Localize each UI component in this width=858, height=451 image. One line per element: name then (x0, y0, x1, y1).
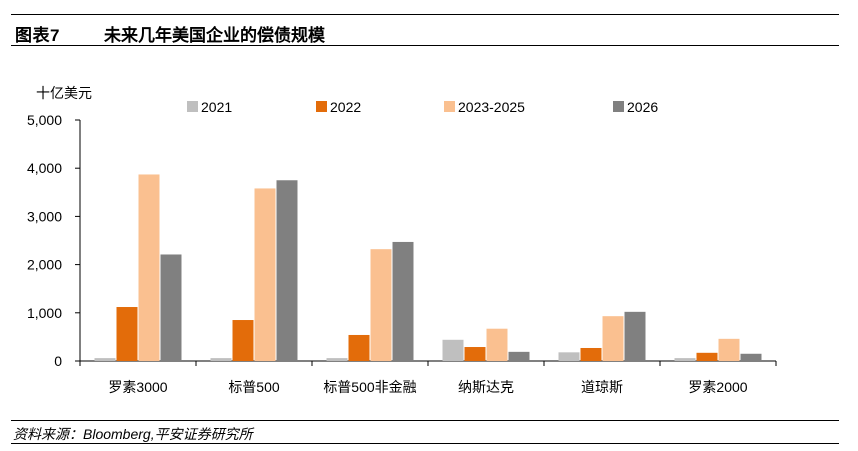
y-tick-label: 2,000 (27, 257, 62, 273)
bar-2023-2025-标普500非金融 (370, 249, 392, 361)
bar-2022-纳斯达克 (464, 347, 486, 361)
legend-label: 2021 (201, 99, 232, 115)
bar-2023-2025-罗素2000 (718, 338, 740, 361)
x-tick-label: 道琼斯 (581, 379, 623, 395)
legend: 2021 2022 2023-2025 2026 (187, 99, 658, 115)
figure-footer: 资料来源：Bloomberg,平安证券研究所 (11, 420, 839, 444)
figure-label: 图表7 (15, 26, 60, 45)
bar-2021-罗素3000 (94, 358, 116, 361)
bar-2022-标普500非金融 (348, 334, 370, 361)
x-tick-label: 标普500 (228, 379, 280, 395)
legend-swatch (187, 101, 198, 112)
bar-2022-罗素2000 (696, 352, 718, 361)
figure-title: 未来几年美国企业的偿债规模 (104, 26, 325, 45)
bar-2026-标普500非金融 (392, 241, 414, 361)
bar-2023-2025-标普500 (254, 188, 276, 361)
bar-2026-道琼斯 (624, 311, 646, 361)
x-axis: 罗素3000 标普500 标普500非金融 纳斯达克 道琼斯 罗素2000 (79, 360, 777, 395)
bar-2026-标普500 (276, 180, 298, 361)
bar-2022-道琼斯 (580, 347, 602, 361)
legend-swatch (613, 101, 624, 112)
y-tick-label: 0 (54, 353, 62, 369)
legend-label: 2026 (627, 99, 658, 115)
bar-2022-标普500 (232, 320, 254, 361)
unit-label: 十亿美元 (36, 85, 92, 101)
y-tick-label: 3,000 (27, 208, 62, 224)
bar-2026-罗素3000 (160, 254, 182, 361)
bar-2026-罗素2000 (740, 353, 762, 361)
y-tick-label: 1,000 (27, 305, 62, 321)
x-tick-label: 标普500非金融 (323, 379, 416, 395)
legend-label: 2022 (330, 99, 361, 115)
y-axis: 0 1,000 2,000 3,000 4,000 5,000 (27, 112, 81, 369)
bar-2023-2025-纳斯达克 (486, 328, 508, 361)
figure-header: 图表7 未来几年美国企业的偿债规模 (11, 14, 839, 46)
x-tick-label: 罗素3000 (108, 379, 167, 395)
bar-2023-2025-道琼斯 (602, 316, 624, 361)
legend-label: 2023-2025 (458, 99, 525, 115)
source-note: 资料来源：Bloomberg,平安证券研究所 (13, 426, 253, 442)
bar-2021-标普500非金融 (326, 358, 348, 361)
y-tick-label: 4,000 (27, 160, 62, 176)
x-tick-label: 纳斯达克 (458, 379, 514, 395)
bar-2021-纳斯达克 (442, 339, 464, 361)
bar-2021-标普500 (210, 358, 232, 361)
legend-swatch (316, 101, 327, 112)
bars (94, 174, 762, 361)
y-tick-label: 5,000 (27, 112, 62, 128)
bar-2021-罗素2000 (674, 358, 696, 361)
bar-2023-2025-罗素3000 (138, 174, 160, 361)
x-tick-label: 罗素2000 (688, 379, 747, 395)
bar-2022-罗素3000 (116, 307, 138, 361)
bar-2021-道琼斯 (558, 352, 580, 361)
legend-swatch (444, 101, 455, 112)
bar-2026-纳斯达克 (508, 351, 530, 361)
